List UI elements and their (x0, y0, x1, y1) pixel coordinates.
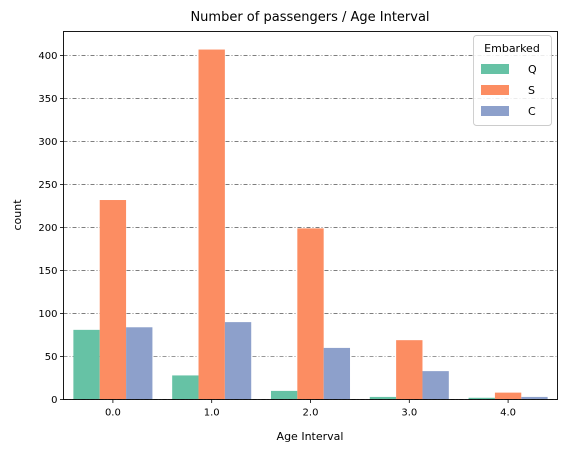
x-tick-label-2: 2.0 (303, 408, 319, 419)
bar-S-4.0 (494, 392, 522, 400)
bar-S-3.0 (396, 340, 423, 400)
bar-S-1.0 (198, 49, 225, 400)
y-axis-ticks: 0 50 100 150 200 250 300 350 400 (38, 51, 64, 406)
legend-label-C: C (528, 105, 536, 118)
legend-swatch-C (481, 106, 509, 116)
bar-Q-4.0 (468, 397, 495, 400)
bar-S-0.0 (99, 200, 127, 400)
x-axis-label: Age Interval (277, 430, 344, 443)
x-tick-label-0: 0.0 (105, 408, 121, 419)
y-tick-label-8: 400 (38, 51, 57, 62)
bar-Q-0.0 (73, 329, 100, 400)
x-tick-label-1: 1.0 (204, 408, 220, 419)
bar-Q-3.0 (369, 396, 397, 400)
bar-Q-2.0 (270, 390, 298, 400)
x-tick-label-3: 3.0 (401, 408, 417, 419)
y-tick-label-4: 200 (38, 223, 57, 234)
y-tick-label-5: 250 (38, 180, 57, 191)
chart-title: Number of passengers / Age Interval (190, 10, 429, 25)
bar-S-2.0 (297, 228, 324, 400)
y-tick-label-1: 50 (45, 352, 58, 363)
legend-title: Embarked (484, 42, 540, 55)
y-tick-label-2: 100 (38, 309, 57, 320)
bar-C-2.0 (323, 347, 351, 400)
y-tick-label-6: 300 (38, 137, 57, 148)
x-axis-ticks: 0.0 1.0 2.0 3.0 4.0 (105, 399, 516, 419)
bar-C-3.0 (422, 371, 449, 400)
y-tick-label-3: 150 (38, 266, 57, 277)
bar-C-4.0 (521, 396, 548, 400)
bar-C-1.0 (224, 322, 252, 400)
legend-swatch-Q (481, 64, 509, 74)
legend-label-S: S (528, 84, 535, 97)
bars (73, 49, 548, 400)
x-tick-label-4: 4.0 (500, 408, 516, 419)
y-tick-label-7: 350 (38, 94, 57, 105)
legend-swatch-S (481, 85, 509, 95)
legend-frame (473, 35, 552, 126)
bar-C-0.0 (126, 327, 153, 400)
legend: Embarked QSC (473, 35, 552, 126)
y-tick-label-0: 0 (51, 395, 57, 406)
y-axis-label: count (11, 199, 24, 231)
legend-label-Q: Q (528, 63, 537, 76)
bar-Q-1.0 (172, 375, 199, 400)
